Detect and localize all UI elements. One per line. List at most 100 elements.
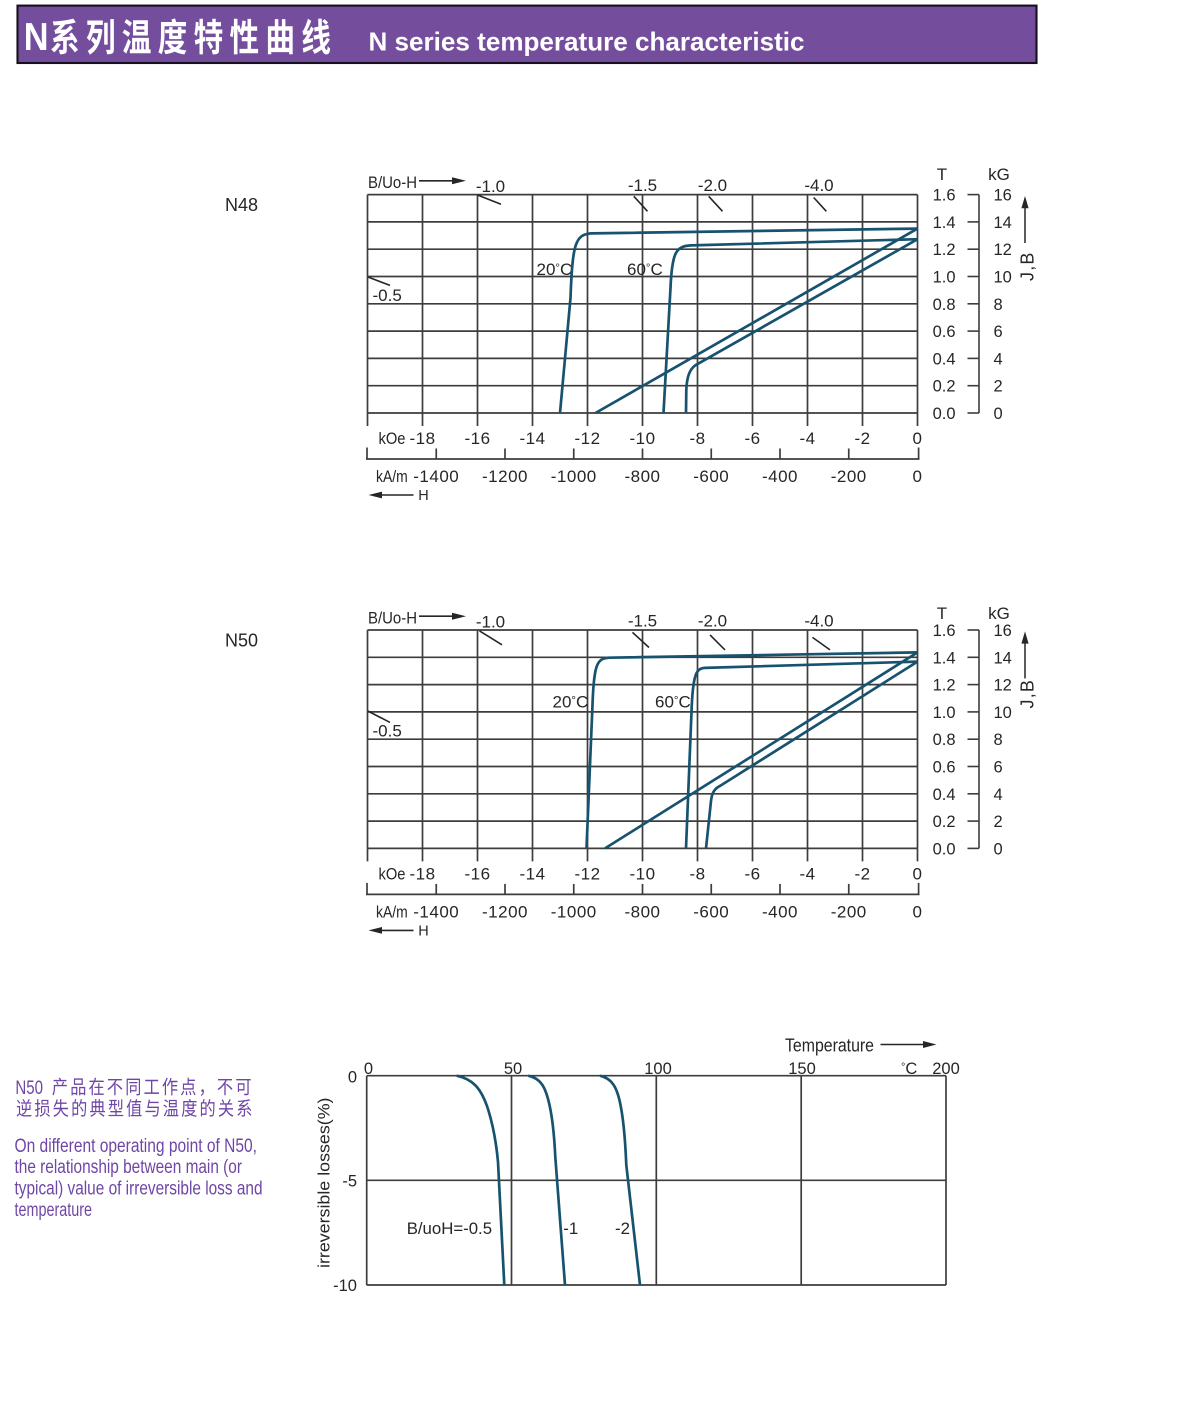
svg-text:1.0: 1.0 [933,269,956,287]
svg-text:-16: -16 [464,429,490,448]
svg-text:-14: -14 [519,429,545,448]
svg-text:Temperature: Temperature [785,1035,874,1056]
svg-text:-1200: -1200 [482,902,528,921]
svg-text:0: 0 [364,1060,373,1078]
svg-text:0: 0 [913,864,923,883]
svg-text:H: H [418,923,428,939]
svg-text:0.2: 0.2 [933,813,956,831]
svg-text:-4: -4 [799,429,815,448]
svg-text:kOe: kOe [379,430,406,448]
svg-text:-10: -10 [629,864,655,883]
svg-text:-16: -16 [464,864,490,883]
svg-text:1.2: 1.2 [933,241,956,259]
svg-text:1.6: 1.6 [933,187,956,205]
svg-text:-400: -400 [762,902,798,921]
svg-text:T: T [937,604,947,623]
svg-text:0.8: 0.8 [933,731,956,749]
svg-text:1.6: 1.6 [933,622,956,640]
svg-text:4: 4 [994,350,1003,368]
svg-text:-1.0: -1.0 [476,177,505,196]
svg-text:14: 14 [994,649,1012,667]
svg-text:kG: kG [988,604,1010,623]
svg-text:-12: -12 [574,864,600,883]
svg-text:0: 0 [994,840,1003,858]
svg-text:irreversible losses(%): irreversible losses(%) [314,1098,333,1269]
svg-text:N48: N48 [225,195,258,215]
svg-text:N50: N50 [225,630,258,650]
svg-text:-10: -10 [629,429,655,448]
svg-text:-10: -10 [333,1277,357,1295]
svg-text:0.4: 0.4 [933,350,956,368]
svg-text:1.2: 1.2 [933,677,956,695]
svg-text:2: 2 [994,378,1003,396]
svg-text:B/uoH=-0.5: B/uoH=-0.5 [407,1219,492,1238]
svg-text:-1000: -1000 [551,902,597,921]
svg-text:the relationship between main: the relationship between main (or [15,1157,243,1178]
svg-text:0: 0 [348,1069,357,1087]
svg-text:-600: -600 [693,902,729,921]
svg-text:-200: -200 [831,902,867,921]
svg-text:0.6: 0.6 [933,323,956,341]
svg-text:0.2: 0.2 [933,378,956,396]
svg-text:0.4: 0.4 [933,786,956,804]
svg-text:50: 50 [504,1060,522,1078]
svg-text:-5: -5 [342,1173,357,1191]
svg-text:0: 0 [913,429,923,448]
svg-text:kG: kG [988,165,1010,184]
svg-text:0.8: 0.8 [933,296,956,314]
svg-text:-1.5: -1.5 [628,176,657,195]
svg-text:1.4: 1.4 [933,214,956,232]
svg-text:-1: -1 [563,1219,578,1238]
svg-text:12: 12 [994,241,1012,259]
svg-text:0.6: 0.6 [933,759,956,777]
svg-text:-6: -6 [744,864,760,883]
svg-text:0.0: 0.0 [933,405,956,423]
svg-text:0.0: 0.0 [933,840,956,858]
svg-text:8: 8 [994,296,1003,314]
svg-text:-1400: -1400 [413,467,459,486]
svg-text:-1200: -1200 [482,467,528,486]
svg-text:On different operating point o: On different operating point of N50, [15,1136,258,1157]
svg-text:B/Uo-H: B/Uo-H [368,173,417,192]
svg-text:T: T [937,165,947,184]
svg-text:200: 200 [932,1060,960,1078]
svg-text:-800: -800 [624,902,660,921]
svg-text:-600: -600 [693,467,729,486]
svg-text:N series temperature characte: N series temperature characteristic [369,26,805,56]
svg-text:-18: -18 [409,429,435,448]
svg-text:J,B: J,B [1018,251,1038,281]
svg-text:-2.0: -2.0 [698,176,727,195]
svg-text:20°C: 20°C [537,260,573,279]
svg-text:-18: -18 [409,864,435,883]
svg-text:-1400: -1400 [413,902,459,921]
svg-text:16: 16 [994,187,1012,205]
svg-text:1.0: 1.0 [933,704,956,722]
svg-text:J,B: J,B [1018,679,1038,709]
svg-text:60°C: 60°C [655,693,691,712]
svg-text:-2: -2 [615,1219,630,1238]
svg-text:10: 10 [994,269,1012,287]
svg-text:-8: -8 [689,864,705,883]
svg-text:N: N [24,15,49,59]
svg-text:-800: -800 [624,467,660,486]
svg-text:100: 100 [644,1060,672,1078]
svg-text:-400: -400 [762,467,798,486]
svg-text:16: 16 [994,622,1012,640]
svg-text:-1000: -1000 [551,467,597,486]
svg-text:14: 14 [994,214,1012,232]
svg-text:0: 0 [913,902,923,921]
svg-text:-2: -2 [854,864,870,883]
svg-text:H: H [418,488,428,504]
svg-text:-2.0: -2.0 [698,612,727,631]
svg-text:1.4: 1.4 [933,649,956,667]
svg-text:-4.0: -4.0 [804,612,833,631]
svg-text:°C: °C [901,1060,917,1078]
svg-text:-4: -4 [799,864,815,883]
svg-text:-0.5: -0.5 [373,286,402,305]
svg-text:-12: -12 [574,429,600,448]
svg-text:6: 6 [994,759,1003,777]
svg-text:10: 10 [994,704,1012,722]
svg-text:4: 4 [994,786,1003,804]
svg-text:kA/m: kA/m [376,468,408,486]
svg-text:-1.0: -1.0 [476,613,505,632]
